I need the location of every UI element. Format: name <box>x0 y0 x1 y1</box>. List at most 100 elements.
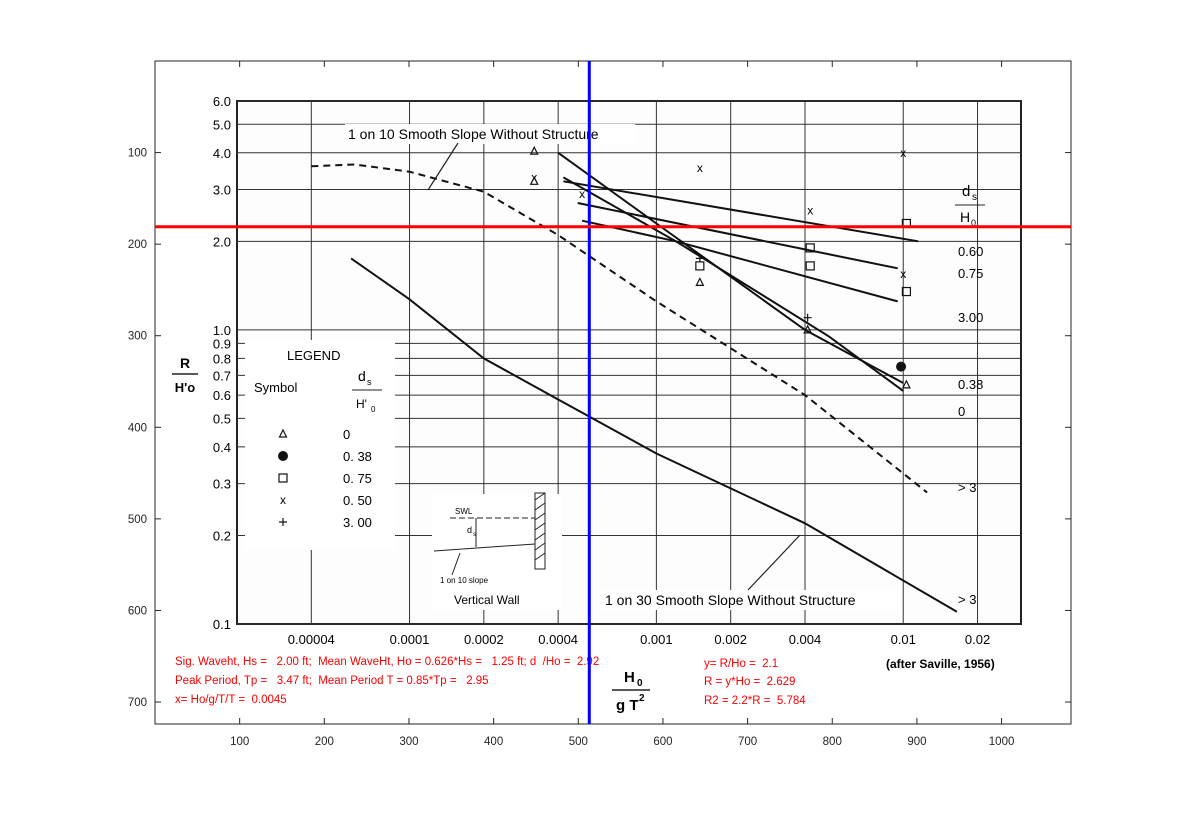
svg-text:x= Ho/g/T/T = 0.0045: x= Ho/g/T/T = 0.0045 <box>175 694 287 706</box>
image-point-x: x <box>697 161 703 175</box>
image-x-tick-label: 0.01 <box>891 632 916 647</box>
svg-text:LEGEND: LEGEND <box>287 348 340 363</box>
svg-text:1 on 10 Smooth Slope Without S: 1 on 10 Smooth Slope Without Structure <box>348 126 599 142</box>
image-point-x: x <box>807 203 813 217</box>
image-y-tick-label: 0.5 <box>213 411 231 426</box>
image-curve <box>350 257 958 613</box>
image-point-triangle <box>901 379 911 389</box>
image-legend: LEGEND Symbol d s H' 0 0 0. 38 0. 75 x 0. 50… <box>245 340 395 550</box>
svg-text:H'o: H'o <box>175 380 195 395</box>
image-y-tick-label: 0.1 <box>213 617 231 632</box>
image-point-triangle <box>278 428 288 438</box>
image-curve <box>577 202 898 270</box>
svg-text:g T: g T <box>616 697 639 714</box>
svg-text:Peak Period, Tp = 3.47 ft;: Peak Period, Tp = 3.47 ft; Mean Period T… <box>175 675 489 687</box>
image-point-x: x <box>900 267 906 281</box>
y-tick-label: 500 <box>128 514 147 526</box>
x-tick-label: 200 <box>315 736 334 748</box>
image-x-tick-label: 0.004 <box>789 632 822 647</box>
x-tick-label: 100 <box>230 736 249 748</box>
saville-chart-image: x x x x x x 6.0 5.0 4.0 3.0 2.0 1.00.90.8 0.7 0.6 0.5… <box>155 61 1071 724</box>
image-y-tick-label: 0.6 <box>213 388 231 403</box>
image-right-label: 0.60 <box>958 244 983 259</box>
x-tick-label: 900 <box>907 736 926 748</box>
image-bottom-label: H 0 g T 2 <box>612 669 650 714</box>
image-point-plus <box>803 313 812 322</box>
image-x-tick-label: 0.002 <box>714 632 747 647</box>
image-curve <box>563 180 919 243</box>
svg-text:y= R/Ho = 2.1: y= R/Ho = 2.1 <box>704 658 778 670</box>
legend-row-value: 0. 75 <box>343 471 372 486</box>
image-y-tick-label: 3.0 <box>213 183 231 198</box>
image-point-plus <box>695 254 704 263</box>
svg-text:d: d <box>358 368 366 384</box>
svg-text:Sig. Waveht, Hs = 2.00 ft;: Sig. Waveht, Hs = 2.00 ft; Mean WaveHt, … <box>175 656 599 668</box>
image-x-tick-label: 0.00004 <box>288 632 335 647</box>
image-y-tick-label: 6.0 <box>213 94 231 109</box>
y-tick-label: 700 <box>128 697 147 709</box>
y-tick-label: 600 <box>128 605 147 617</box>
image-right-label: 0 <box>958 404 965 419</box>
svg-text:d: d <box>467 525 472 535</box>
svg-text:0: 0 <box>971 218 976 228</box>
image-y-tick-label: 5.0 <box>213 117 231 132</box>
image-point-plus <box>279 518 287 526</box>
y-tick-label: 100 <box>128 148 147 160</box>
image-y-tick-label: 4.0 <box>213 146 231 161</box>
image-point-triangle <box>695 277 705 287</box>
image-right-label: > 3 <box>958 592 976 607</box>
svg-text:Vertical Wall: Vertical Wall <box>454 593 520 607</box>
image-x-tick-label: 0.001 <box>640 632 673 647</box>
image-point-dot <box>278 451 288 461</box>
image-inset-vertical-wall: SWL d s 1 on 10 slope Vertical Wall <box>432 492 562 610</box>
image-y-tick-label: 0.4 <box>213 440 231 455</box>
x-tick-label: 1000 <box>989 736 1015 748</box>
image-point-x: x <box>579 187 585 201</box>
image-y-tick-label: 0.7 <box>213 368 231 383</box>
svg-text:SWL: SWL <box>455 507 473 516</box>
image-right-label: 0.38 <box>958 377 983 392</box>
svg-text:0: 0 <box>371 405 376 414</box>
image-point-square <box>278 473 288 483</box>
red-calculation-text: Sig. Waveht, Hs = 2.00 ft; Mean WaveHt, … <box>175 656 806 707</box>
image-right-label: > 3 <box>958 480 976 495</box>
image-curve <box>557 151 904 384</box>
image-point-square <box>805 261 815 271</box>
svg-text:0: 0 <box>637 678 643 689</box>
y-tick-label: 300 <box>128 331 147 343</box>
svg-text:H: H <box>960 209 970 225</box>
image-point-x: x <box>280 493 286 507</box>
image-point-triangle <box>529 145 539 155</box>
image-point-square <box>805 243 815 253</box>
svg-text:2: 2 <box>639 693 645 704</box>
image-y-ticks: 6.0 5.0 4.0 3.0 2.0 1.00.90.8 0.7 0.6 0.5 0.4 0.3 0… <box>213 94 231 632</box>
svg-text:R: R <box>180 355 190 371</box>
x-tick-label: 500 <box>569 736 588 748</box>
image-point-square <box>901 286 911 297</box>
x-tick-label: 400 <box>484 736 503 748</box>
x-tick-label: 800 <box>823 736 842 748</box>
image-y-tick-label: 0.8 <box>213 351 231 366</box>
image-point-dot <box>896 361 907 372</box>
svg-text:1 on 10 slope: 1 on 10 slope <box>440 576 489 585</box>
legend-row-value: 3. 00 <box>343 515 372 530</box>
legend-row-value: 0 <box>343 427 350 442</box>
y-tick-label: 200 <box>128 239 147 251</box>
svg-text:Symbol: Symbol <box>254 380 297 395</box>
svg-text:R = y*Ho = 2.629: R = y*Ho = 2.629 <box>704 676 795 688</box>
x-tick-label: 300 <box>399 736 418 748</box>
image-x-tick-label: 0.0004 <box>538 632 578 647</box>
svg-text:H: H <box>624 669 635 686</box>
svg-text:s: s <box>367 377 372 387</box>
image-y-tick-label: 2.0 <box>213 234 231 249</box>
image-left-label: R H'o <box>172 355 198 395</box>
image-y-tick-label: 0.3 <box>213 477 231 492</box>
image-right-header: d s H 0 <box>955 183 985 228</box>
svg-text:s: s <box>473 532 476 538</box>
legend-row-value: 0. 38 <box>343 449 372 464</box>
image-curve <box>562 176 904 392</box>
image-annotations: 1 on 10 Smooth Slope Without Structure 1… <box>345 124 898 610</box>
svg-text:d: d <box>962 183 970 200</box>
